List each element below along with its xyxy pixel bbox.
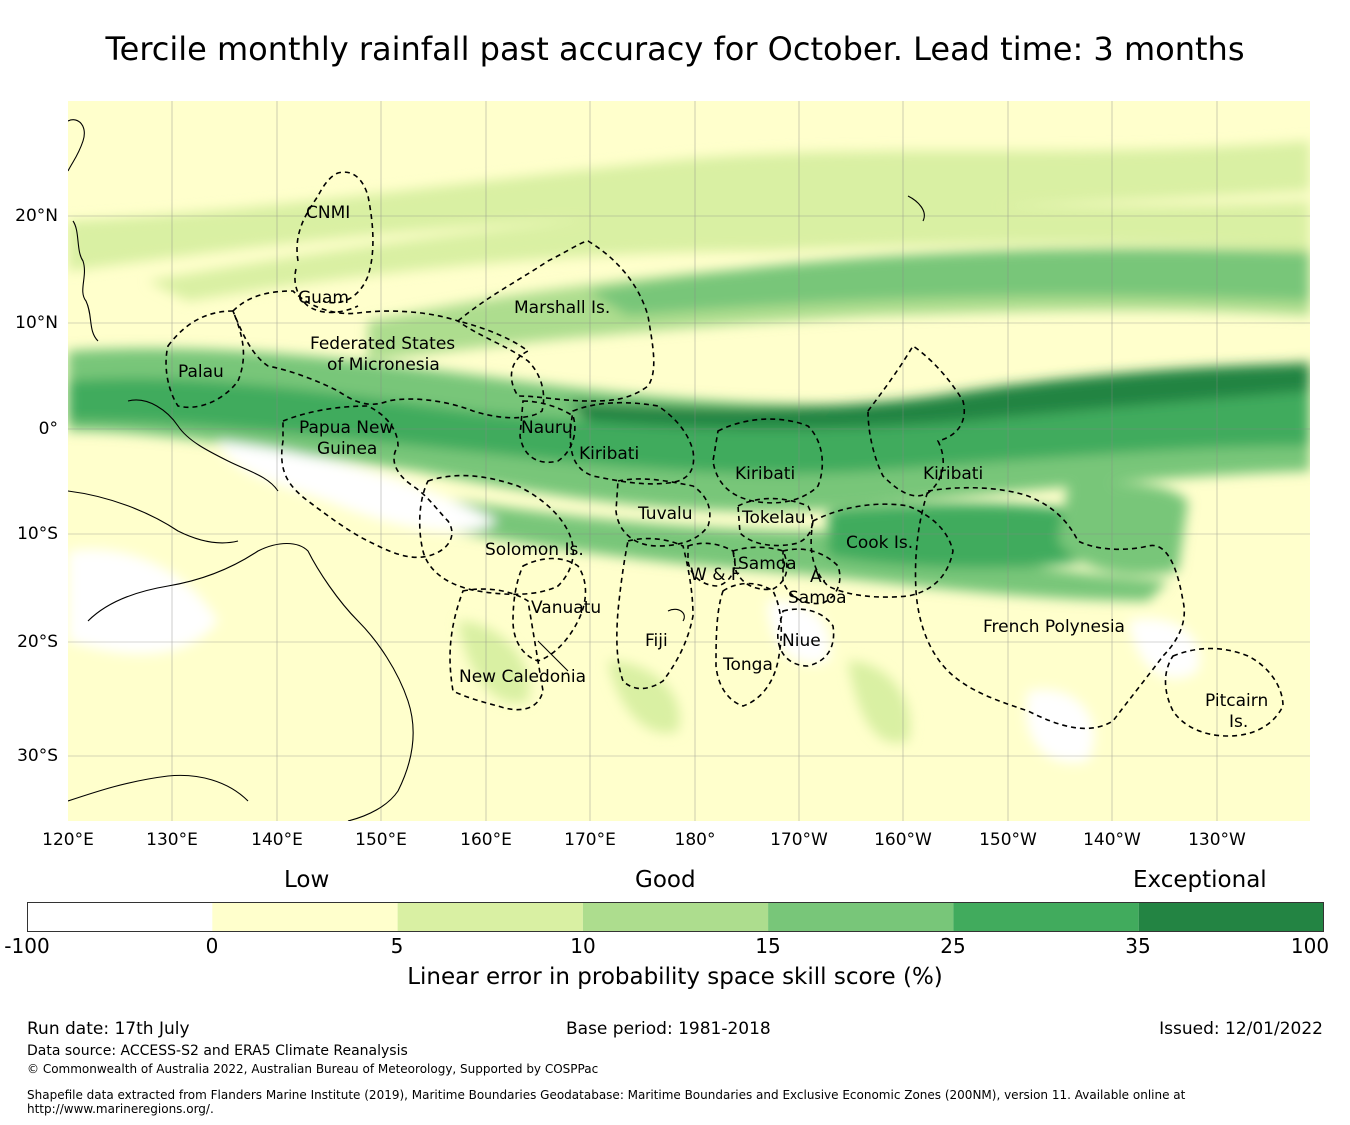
- legend-category-good: Good: [635, 867, 696, 893]
- lat-label-20s: 20°S: [17, 632, 58, 652]
- skill-score-map: CNMI Guam Marshall Is. Federated States …: [68, 101, 1310, 821]
- colorbar-tick: 10: [570, 934, 596, 958]
- colorbar-segment: [27, 902, 213, 932]
- lon-label-140w: 140°W: [1083, 830, 1141, 850]
- eez-label: Samoa: [738, 554, 797, 574]
- colorbar-segment: [212, 902, 398, 932]
- colorbar-tick: 0: [205, 934, 219, 958]
- eez-label: Tuvalu: [637, 504, 693, 524]
- lat-label-10n: 10°N: [15, 313, 58, 333]
- eez-label: New Caledonia: [459, 667, 586, 687]
- lon-label-170w: 170°W: [770, 830, 828, 850]
- lon-label-150w: 150°W: [979, 830, 1037, 850]
- eez-label: Nauru: [521, 418, 573, 438]
- eez-label: Vanuatu: [531, 598, 601, 618]
- lon-label-150e: 150°E: [355, 830, 407, 850]
- lon-label-130w: 130°W: [1188, 830, 1246, 850]
- lon-label-120e: 120°E: [42, 830, 94, 850]
- eez-label: of Micronesia: [327, 355, 440, 375]
- eez-label: Samoa: [788, 588, 847, 608]
- legend-category-low: Low: [284, 867, 330, 893]
- colorbar-segment: [953, 902, 1139, 932]
- lat-label-10s: 10°S: [17, 524, 58, 544]
- colorbar-tick: 100: [1290, 934, 1330, 958]
- legend-category-exceptional: Exceptional: [1133, 867, 1267, 893]
- eez-label: Cook Is.: [846, 533, 913, 553]
- colorbar-tick: 35: [1125, 934, 1151, 958]
- eez-label: Guinea: [317, 439, 377, 459]
- shapefile-url: http://www.marineregions.org/.: [27, 1102, 214, 1116]
- eez-label: Kiribati: [735, 464, 795, 484]
- lon-label-160e: 160°E: [460, 830, 512, 850]
- lon-label-180: 180°: [674, 830, 716, 850]
- eez-label: Guam: [298, 288, 349, 308]
- eez-label: Papua New: [299, 418, 393, 438]
- copyright: © Commonwealth of Australia 2022, Austra…: [27, 1062, 599, 1076]
- eez-label: Fiji: [645, 631, 668, 651]
- lat-label-20n: 20°N: [15, 206, 58, 226]
- lon-label-160w: 160°W: [874, 830, 932, 850]
- colorbar-tick: 5: [390, 934, 404, 958]
- eez-label: W & F: [690, 565, 741, 585]
- data-source: Data source: ACCESS-S2 and ERA5 Climate …: [27, 1043, 408, 1059]
- colorbar-label: Linear error in probability space skill …: [407, 964, 943, 990]
- eez-label: Kiribati: [923, 464, 983, 484]
- lon-label-130e: 130°E: [146, 830, 198, 850]
- eez-label: Tonga: [722, 655, 773, 675]
- colorbar-segment: [1138, 902, 1324, 932]
- eez-label: Solomon Is.: [485, 540, 584, 560]
- base-period: Base period: 1981-2018: [566, 1019, 771, 1039]
- eez-label: Kiribati: [579, 444, 639, 464]
- eez-label: Palau: [178, 362, 224, 382]
- eez-label: Pitcairn: [1205, 691, 1268, 711]
- eez-label: French Polynesia: [983, 617, 1125, 637]
- eez-label: Marshall Is.: [514, 298, 610, 318]
- run-date: Run date: 17th July: [27, 1019, 190, 1039]
- eez-label: Tokelau: [741, 508, 806, 528]
- colorbar-tick: 15: [755, 934, 781, 958]
- colorbar: [27, 902, 1324, 932]
- colorbar-tick: 25: [940, 934, 966, 958]
- eez-label: Niue: [782, 631, 821, 651]
- eez-label: Is.: [1229, 712, 1248, 732]
- eez-label: CNMI: [306, 203, 350, 223]
- shapefile-credit: Shapefile data extracted from Flanders M…: [27, 1088, 1186, 1102]
- lon-label-140e: 140°E: [251, 830, 303, 850]
- colorbar-tick: -100: [4, 934, 50, 958]
- eez-label: Federated States: [310, 334, 455, 354]
- colorbar-segment: [768, 902, 954, 932]
- colorbar-segment: [397, 902, 583, 932]
- eez-label: A.: [810, 567, 827, 587]
- lat-label-30s: 30°S: [17, 746, 58, 766]
- colorbar-segment: [582, 902, 769, 932]
- map-title: Tercile monthly rainfall past accuracy f…: [105, 30, 1245, 68]
- issued-date: Issued: 12/01/2022: [1159, 1019, 1323, 1039]
- lat-label-0: 0°: [38, 419, 58, 439]
- lon-label-170e: 170°E: [564, 830, 616, 850]
